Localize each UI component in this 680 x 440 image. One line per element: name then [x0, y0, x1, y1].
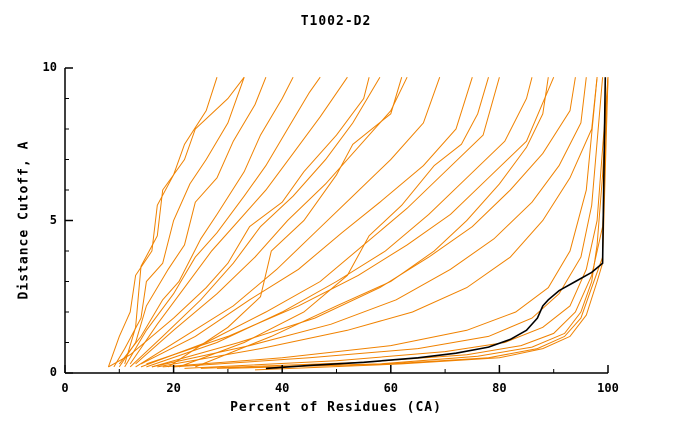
model-series-line [178, 77, 489, 368]
model-series-line [200, 77, 609, 369]
model-series-line [108, 77, 370, 368]
model-series-line [184, 77, 609, 369]
y-tick-label: 10 [42, 60, 57, 74]
x-axis-label: Percent of Residues (CA) [230, 400, 442, 415]
chart-title: T1002-D2 [300, 14, 372, 29]
model-series-line [146, 77, 555, 365]
x-tick-label: 40 [274, 381, 290, 395]
model-series-line [195, 77, 549, 368]
model-series-line [113, 77, 245, 368]
x-tick-label: 100 [597, 381, 619, 395]
model-series-line [124, 76, 245, 365]
x-tick-label: 80 [492, 381, 507, 395]
model-series-line [135, 77, 441, 368]
model-series-line [124, 76, 321, 368]
reference-series-line [265, 77, 607, 370]
model-series-line [162, 77, 598, 368]
model-series-line [140, 77, 473, 365]
model-series-line [129, 76, 348, 365]
model-series-line [107, 77, 218, 368]
model-series-line [157, 77, 598, 368]
model-series-line [254, 77, 609, 371]
model-series-line [129, 76, 381, 368]
x-tick-label: 0 [61, 381, 69, 395]
model-series-line [140, 77, 500, 368]
model-series-line [227, 77, 606, 369]
model-series-line [173, 77, 604, 368]
y-tick-label: 0 [49, 365, 57, 379]
model-series-line [118, 77, 267, 368]
model-series-line [167, 77, 403, 368]
model-series-line [135, 76, 408, 365]
x-tick-label: 60 [383, 381, 399, 395]
y-axis-label: Distance Cutoff, A [16, 140, 32, 300]
y-tick-label: 5 [49, 212, 57, 227]
model-series-line [151, 77, 587, 368]
model-series-line [216, 77, 609, 369]
x-tick-label: 20 [166, 381, 181, 395]
model-series-line [151, 77, 576, 368]
model-series-line [118, 76, 294, 365]
